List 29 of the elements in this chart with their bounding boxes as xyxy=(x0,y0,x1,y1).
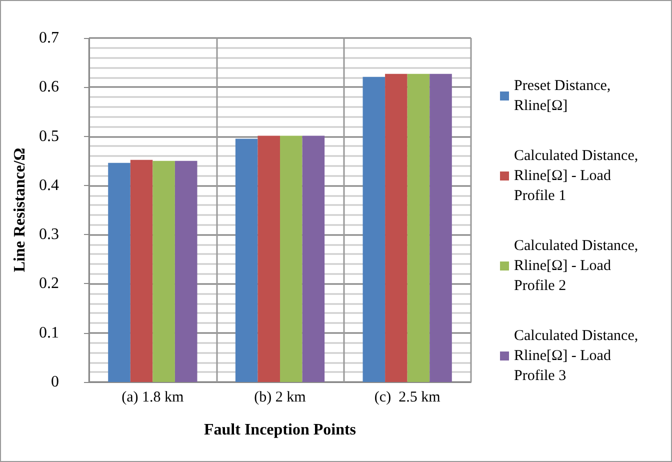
y-tick-label: 0.1 xyxy=(39,324,59,342)
bar xyxy=(302,136,325,382)
legend-label: Preset Distance, Rline[Ω] xyxy=(514,78,614,114)
bar xyxy=(430,74,452,382)
bar xyxy=(108,162,130,382)
legend-label: Calculated Distance, Rline[Ω] - Load Profile 1 xyxy=(514,148,642,204)
y-tick-label: 0.4 xyxy=(39,176,59,194)
bar xyxy=(362,76,386,382)
y-tick-label: 0.7 xyxy=(39,30,59,46)
y-tick-label: 0.6 xyxy=(39,78,59,96)
x-tick-label: (a) 1.8 km xyxy=(122,390,184,406)
x-tick-label: (c) 2.5 km xyxy=(374,390,441,406)
bar xyxy=(258,136,280,382)
y-tick-label: 0.2 xyxy=(39,275,59,292)
y-tick-label: 0.5 xyxy=(39,128,59,145)
bar xyxy=(152,160,175,382)
y-tick-label: 0.3 xyxy=(39,226,59,244)
x-axis-title: Fault Inception Points xyxy=(204,422,356,438)
bar xyxy=(280,136,302,382)
bar xyxy=(407,74,430,382)
legend-label: Calculated Distance, Rline[Ω] - Load Profile 3 xyxy=(514,328,642,384)
bar xyxy=(130,160,153,382)
bar xyxy=(174,160,198,382)
y-tick-label: 0 xyxy=(51,374,59,390)
bar xyxy=(385,74,408,382)
bar xyxy=(235,138,258,382)
x-tick-label: (b) 2 km xyxy=(254,390,306,406)
legend-label: Calculated Distance, Rline[Ω] - Load Profile 2 xyxy=(514,238,642,294)
y-axis-title: Line Resistance/Ω xyxy=(12,148,29,272)
